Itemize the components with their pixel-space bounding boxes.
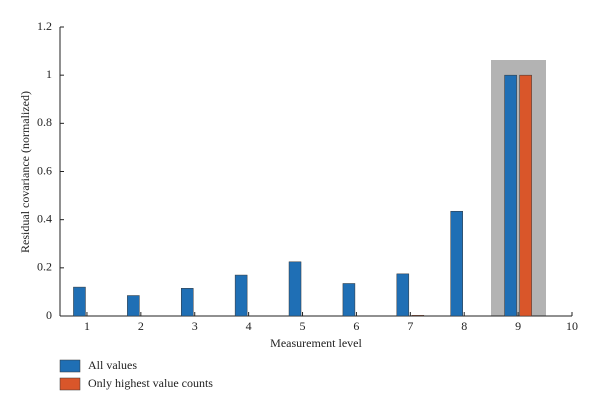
bar [342, 283, 356, 317]
y-tick-label: 0.8 [37, 115, 52, 129]
x-tick-label: 5 [300, 319, 306, 333]
x-tick-label: 8 [461, 319, 467, 333]
bar [411, 315, 425, 317]
bar [519, 74, 532, 317]
bar [396, 273, 410, 317]
y-tick-label: 1 [46, 67, 52, 81]
y-axis-label: Residual covariance (normalized) [18, 91, 32, 253]
legend-swatch [59, 377, 81, 391]
x-tick-label: 7 [407, 319, 413, 333]
y-tick-label: 0.4 [37, 211, 52, 225]
x-tick-label: 10 [566, 319, 578, 333]
bar [450, 210, 463, 317]
bar [234, 274, 248, 317]
x-tick-label: 9 [515, 319, 521, 333]
y-tick-label: 0.6 [37, 163, 52, 177]
highlight-box [491, 60, 546, 316]
legend-label: All values [88, 358, 137, 372]
bar [73, 286, 86, 317]
x-tick-label: 2 [138, 319, 144, 333]
x-axis-label: Measurement level [270, 336, 362, 350]
x-tick-label: 3 [192, 319, 198, 333]
bar [180, 288, 194, 317]
y-tick-label: 1.2 [37, 19, 52, 33]
x-tick-label: 6 [353, 319, 359, 333]
legend-label: Only highest value counts [88, 376, 213, 390]
legend-swatch [59, 359, 81, 373]
x-tick-label: 1 [84, 319, 90, 333]
bar [504, 74, 517, 317]
bar [127, 295, 140, 317]
bar [288, 261, 302, 317]
x-tick-label: 4 [246, 319, 252, 333]
y-tick-label: 0.2 [37, 260, 52, 274]
y-tick-label: 0 [46, 308, 52, 322]
